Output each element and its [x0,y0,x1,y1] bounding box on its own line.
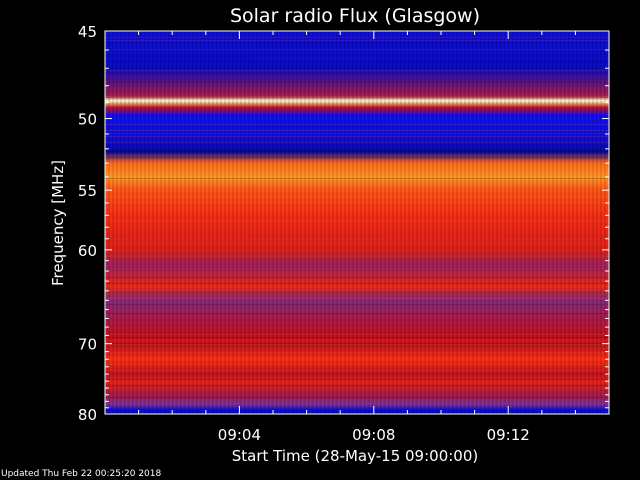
y-tick-label: 45 [78,23,97,41]
channel-streak [105,130,609,131]
channel-streak [105,172,609,173]
channel-streak [105,346,609,347]
channel-streak [105,160,609,161]
channel-streak [105,289,609,290]
channel-streak [105,292,609,293]
channel-streak [105,211,609,212]
y-tick-label: 50 [78,111,97,129]
y-axis-label: Frequency [MHz] [49,160,67,286]
update-timestamp: Updated Thu Feb 22 00:25:20 2018 [1,469,162,479]
channel-streak [105,337,609,338]
channel-streak [105,220,609,221]
x-tick-label: 09:12 [487,426,530,444]
channel-streak [105,97,609,98]
channel-streak [105,352,609,353]
channel-streak [105,202,609,203]
x-tick-label: 09:04 [218,426,261,444]
channel-streak [105,334,609,335]
channel-streak [105,136,609,137]
y-tick-label: 60 [78,242,97,260]
plot-frame [104,30,610,415]
channel-streak [105,178,609,179]
spectrogram-texture [105,31,609,414]
channel-streak [105,379,609,380]
y-tick-label: 80 [78,406,97,424]
emission-marks [105,31,609,404]
channel-streak [105,364,609,365]
channel-streak [105,157,609,158]
channel-streak [105,256,609,257]
x-tick-label: 09:08 [352,426,395,444]
x-axis-label: Start Time (28-May-15 09:00:00) [232,447,478,465]
channel-streak [105,82,609,83]
channel-streak [105,70,609,71]
channel-streak [105,397,609,398]
channel-streak [105,133,609,134]
channel-streak [105,403,609,404]
channel-streak [105,265,609,266]
channel-streak [105,370,609,371]
channel-streak [105,142,609,143]
channel-streak [105,184,609,185]
y-tick-label: 55 [78,182,97,200]
channel-streak [105,283,609,284]
channel-streak [105,313,609,314]
channel-streak [105,37,609,38]
channel-streak [105,340,609,341]
plot-area [104,30,610,415]
channel-streak [105,124,609,125]
channel-streak [105,385,609,386]
channel-streak [105,40,609,41]
x-axis: 09:04 09:08 09:12 [138,31,576,444]
y-axis: 45 50 55 60 70 80 [78,23,609,424]
channel-streak [105,277,609,278]
channel-streak [105,49,609,50]
y-tick-label: 70 [78,336,97,354]
channel-streak [105,343,609,344]
channel-streak [105,298,609,299]
channel-streak [105,304,609,305]
chart-title: Solar radio Flux (Glasgow) [230,5,480,27]
channel-streak [105,196,609,197]
